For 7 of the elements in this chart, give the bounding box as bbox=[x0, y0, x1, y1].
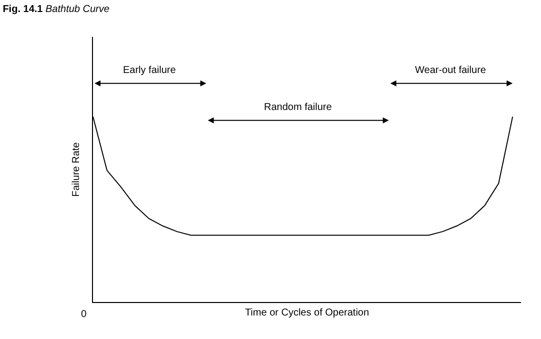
x-axis-title: Time or Cycles of Operation bbox=[244, 308, 370, 318]
chart-title: Fig. 14.1 Bathtub Curve bbox=[2, 4, 110, 16]
text: 0 bbox=[81, 309, 87, 320]
text: Early failure bbox=[123, 65, 176, 76]
text: Wear-out failure bbox=[415, 65, 486, 76]
text: Random failure bbox=[264, 102, 332, 113]
y-axis-title: Failure Rate bbox=[71, 142, 82, 197]
